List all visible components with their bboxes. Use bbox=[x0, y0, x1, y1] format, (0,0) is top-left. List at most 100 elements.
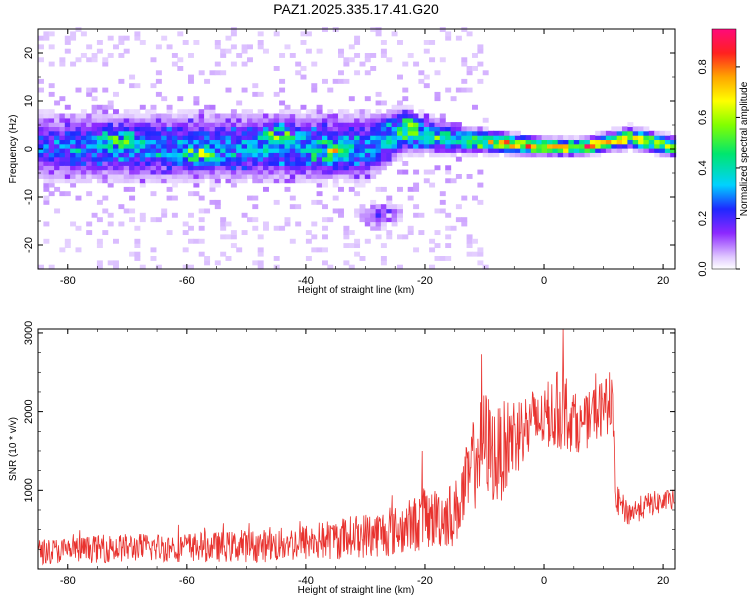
spectrogram-cell bbox=[300, 40, 307, 45]
spectrogram-cell bbox=[48, 143, 55, 149]
spectrogram-cell bbox=[198, 113, 205, 119]
spectrogram-cell bbox=[622, 139, 628, 145]
spectrogram-cell bbox=[557, 135, 564, 141]
spectrogram-cell bbox=[348, 169, 355, 175]
spectrogram-cell bbox=[257, 109, 264, 115]
snr-frame bbox=[37, 328, 676, 570]
spectrogram-cell bbox=[188, 130, 194, 136]
spectrogram-cell bbox=[43, 178, 50, 184]
spectrogram-cell bbox=[230, 130, 237, 136]
spectrogram-cell bbox=[536, 139, 543, 145]
spectrogram-cell bbox=[150, 104, 157, 110]
spectrogram-cell bbox=[338, 78, 344, 84]
spectrogram-cell bbox=[123, 109, 130, 115]
spectrogram-cell bbox=[118, 161, 125, 166]
spectrogram-cell bbox=[193, 152, 200, 158]
spectrogram-cell bbox=[348, 230, 355, 236]
spectrogram-cell bbox=[439, 135, 446, 141]
spectrogram-cell bbox=[273, 174, 280, 179]
colorbar-tick-label: 0.6 bbox=[697, 110, 709, 125]
spectrogram-cell bbox=[107, 182, 114, 188]
spectrogram-cell bbox=[316, 174, 323, 179]
spectrogram-cell bbox=[316, 130, 323, 136]
spectrogram-cell bbox=[455, 143, 462, 149]
spectrogram-cell bbox=[118, 135, 125, 141]
spectrogram-cell bbox=[166, 122, 173, 128]
spectrogram-cell bbox=[439, 208, 446, 214]
spectrogram-cell bbox=[118, 148, 125, 153]
spectrogram-cell bbox=[482, 143, 489, 149]
spectrogram-cell bbox=[188, 139, 194, 145]
spectrogram-cell bbox=[123, 208, 130, 214]
spectrogram-cell bbox=[461, 27, 468, 33]
spectrogram-cell bbox=[166, 130, 173, 136]
spectrogram-cell bbox=[123, 139, 130, 145]
spectrogram-cell bbox=[209, 143, 216, 149]
spectrogram-cell bbox=[338, 135, 344, 141]
spectrogram-cell bbox=[80, 156, 87, 162]
spectrogram-cell bbox=[477, 199, 484, 205]
spectrogram-cell bbox=[252, 113, 259, 119]
spectrogram-cell bbox=[86, 169, 93, 175]
spectrogram-cell bbox=[311, 122, 318, 128]
spectrogram-cell bbox=[327, 169, 334, 175]
spectrogram-cell bbox=[70, 221, 77, 227]
spectrogram-cell bbox=[466, 135, 473, 141]
spectrogram-cell bbox=[252, 143, 259, 149]
spectrogram-cell bbox=[257, 178, 264, 184]
spectrogram-cell bbox=[584, 152, 591, 158]
spectrogram-cell bbox=[284, 217, 291, 223]
spectrogram-cell bbox=[616, 135, 623, 141]
spectrogram-cell bbox=[397, 186, 403, 192]
spectrogram-cell bbox=[338, 148, 344, 153]
spectrogram-cell bbox=[327, 113, 334, 119]
spectrogram-cell bbox=[225, 126, 232, 132]
spectrogram-cell bbox=[370, 130, 377, 136]
spectrogram-cell bbox=[263, 186, 269, 192]
spectrogram-cell bbox=[102, 130, 109, 136]
spectrogram-cell bbox=[193, 130, 200, 136]
spectrogram-cell bbox=[134, 126, 141, 132]
spectrogram-cell bbox=[134, 109, 141, 115]
spectrogram-cell bbox=[59, 57, 66, 63]
spectrogram-cell bbox=[273, 165, 280, 171]
spectrogram-cell bbox=[252, 117, 259, 123]
spectrogram-cell bbox=[155, 113, 162, 119]
spectrogram-cell bbox=[107, 126, 114, 132]
spectrogram-cell bbox=[348, 264, 355, 270]
spectrogram-cell bbox=[397, 212, 403, 218]
spectrogram-cell bbox=[279, 117, 286, 123]
spectrogram-cell bbox=[91, 156, 98, 162]
spectrogram-cell bbox=[48, 126, 55, 132]
spectrogram-cell bbox=[209, 182, 216, 188]
spectrogram-cell bbox=[348, 243, 355, 249]
spectrogram-cell bbox=[338, 186, 344, 192]
spectrogram-cell bbox=[472, 148, 478, 153]
spectrogram-x-tick-label: 20 bbox=[657, 275, 669, 287]
spectrogram-cell bbox=[305, 135, 312, 141]
spectrogram-cell bbox=[455, 87, 462, 93]
spectrogram-cell bbox=[257, 130, 264, 136]
spectrogram-cell bbox=[123, 174, 130, 179]
spectrogram-y-tick-label: -10 bbox=[23, 189, 35, 205]
spectrogram-cell bbox=[214, 40, 221, 45]
spectrogram-cell bbox=[322, 174, 328, 179]
spectrogram-cell bbox=[86, 143, 93, 149]
spectrogram-cell bbox=[241, 174, 248, 179]
spectrogram-cell bbox=[150, 178, 157, 184]
spectrogram-cell bbox=[188, 165, 194, 171]
spectrogram-cell bbox=[664, 143, 671, 149]
spectrogram-x-tick-label: 0 bbox=[541, 275, 547, 287]
spectrogram-cell bbox=[402, 122, 409, 128]
spectrogram-cell bbox=[311, 174, 318, 179]
spectrogram-cell bbox=[466, 70, 473, 76]
spectrogram-cell bbox=[48, 182, 55, 188]
spectrogram-cell bbox=[627, 130, 634, 136]
spectrogram-cell bbox=[214, 204, 221, 210]
spectrogram-cell bbox=[96, 174, 103, 179]
spectrogram-cell bbox=[354, 130, 361, 136]
spectrogram-cell bbox=[514, 130, 521, 136]
spectrogram-cell bbox=[107, 169, 114, 175]
spectrogram-cell bbox=[397, 156, 403, 162]
spectrogram-cell bbox=[295, 178, 302, 184]
